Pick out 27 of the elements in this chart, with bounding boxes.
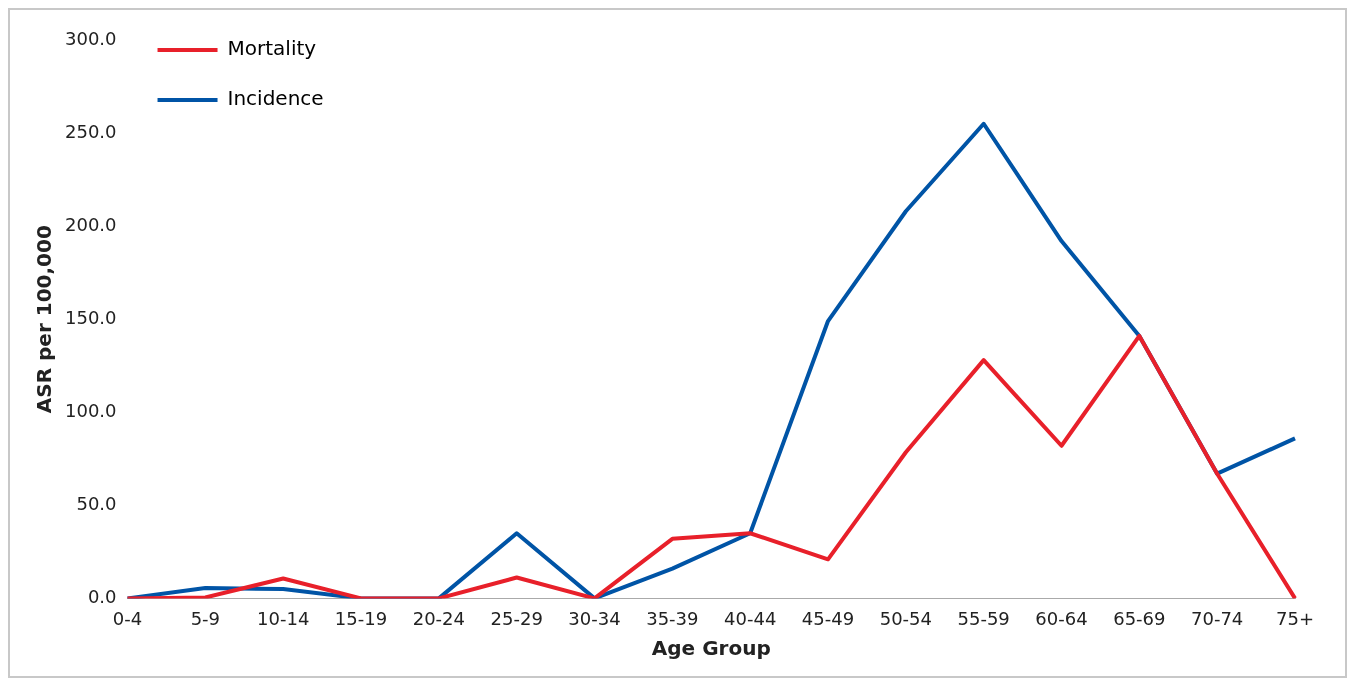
x-axis-title: Age Group [651, 636, 771, 661]
y-tick-label: 300.0 [65, 27, 117, 49]
x-tick-label: 25-29 [490, 607, 543, 629]
legend-label: Mortality [227, 36, 317, 61]
x-tick-label: 55-59 [957, 607, 1010, 629]
x-tick-label: 70-74 [1191, 607, 1244, 629]
y-tick-label: 0.0 [87, 586, 117, 608]
y-tick-label: 150.0 [65, 306, 117, 328]
x-tick-label: 0-4 [112, 607, 143, 629]
x-tick-label: 35-39 [646, 607, 699, 629]
x-tick-label: 15-19 [334, 607, 388, 629]
x-tick-label: 65-69 [1113, 607, 1166, 629]
x-tick-label: 75+ [1276, 607, 1314, 629]
x-tick-label: 20-24 [412, 607, 466, 629]
x-tick-label: 10-14 [257, 607, 310, 629]
y-tick-label: 200.0 [65, 213, 117, 235]
x-tick-label: 5-9 [190, 607, 221, 629]
y-axis-title: ASR per 100,000 [32, 225, 57, 414]
y-tick-label: 100.0 [65, 399, 117, 421]
x-tick-label: 45-49 [801, 607, 855, 629]
y-tick-label: 250.0 [65, 120, 117, 142]
x-tick-label: 60-64 [1035, 607, 1088, 629]
x-tick-label: 30-34 [568, 607, 621, 629]
y-tick-label: 50.0 [76, 493, 117, 515]
x-tick-label: 50-54 [879, 607, 932, 629]
legend-label: Incidence [227, 86, 324, 111]
x-tick-label: 40-44 [724, 607, 777, 629]
